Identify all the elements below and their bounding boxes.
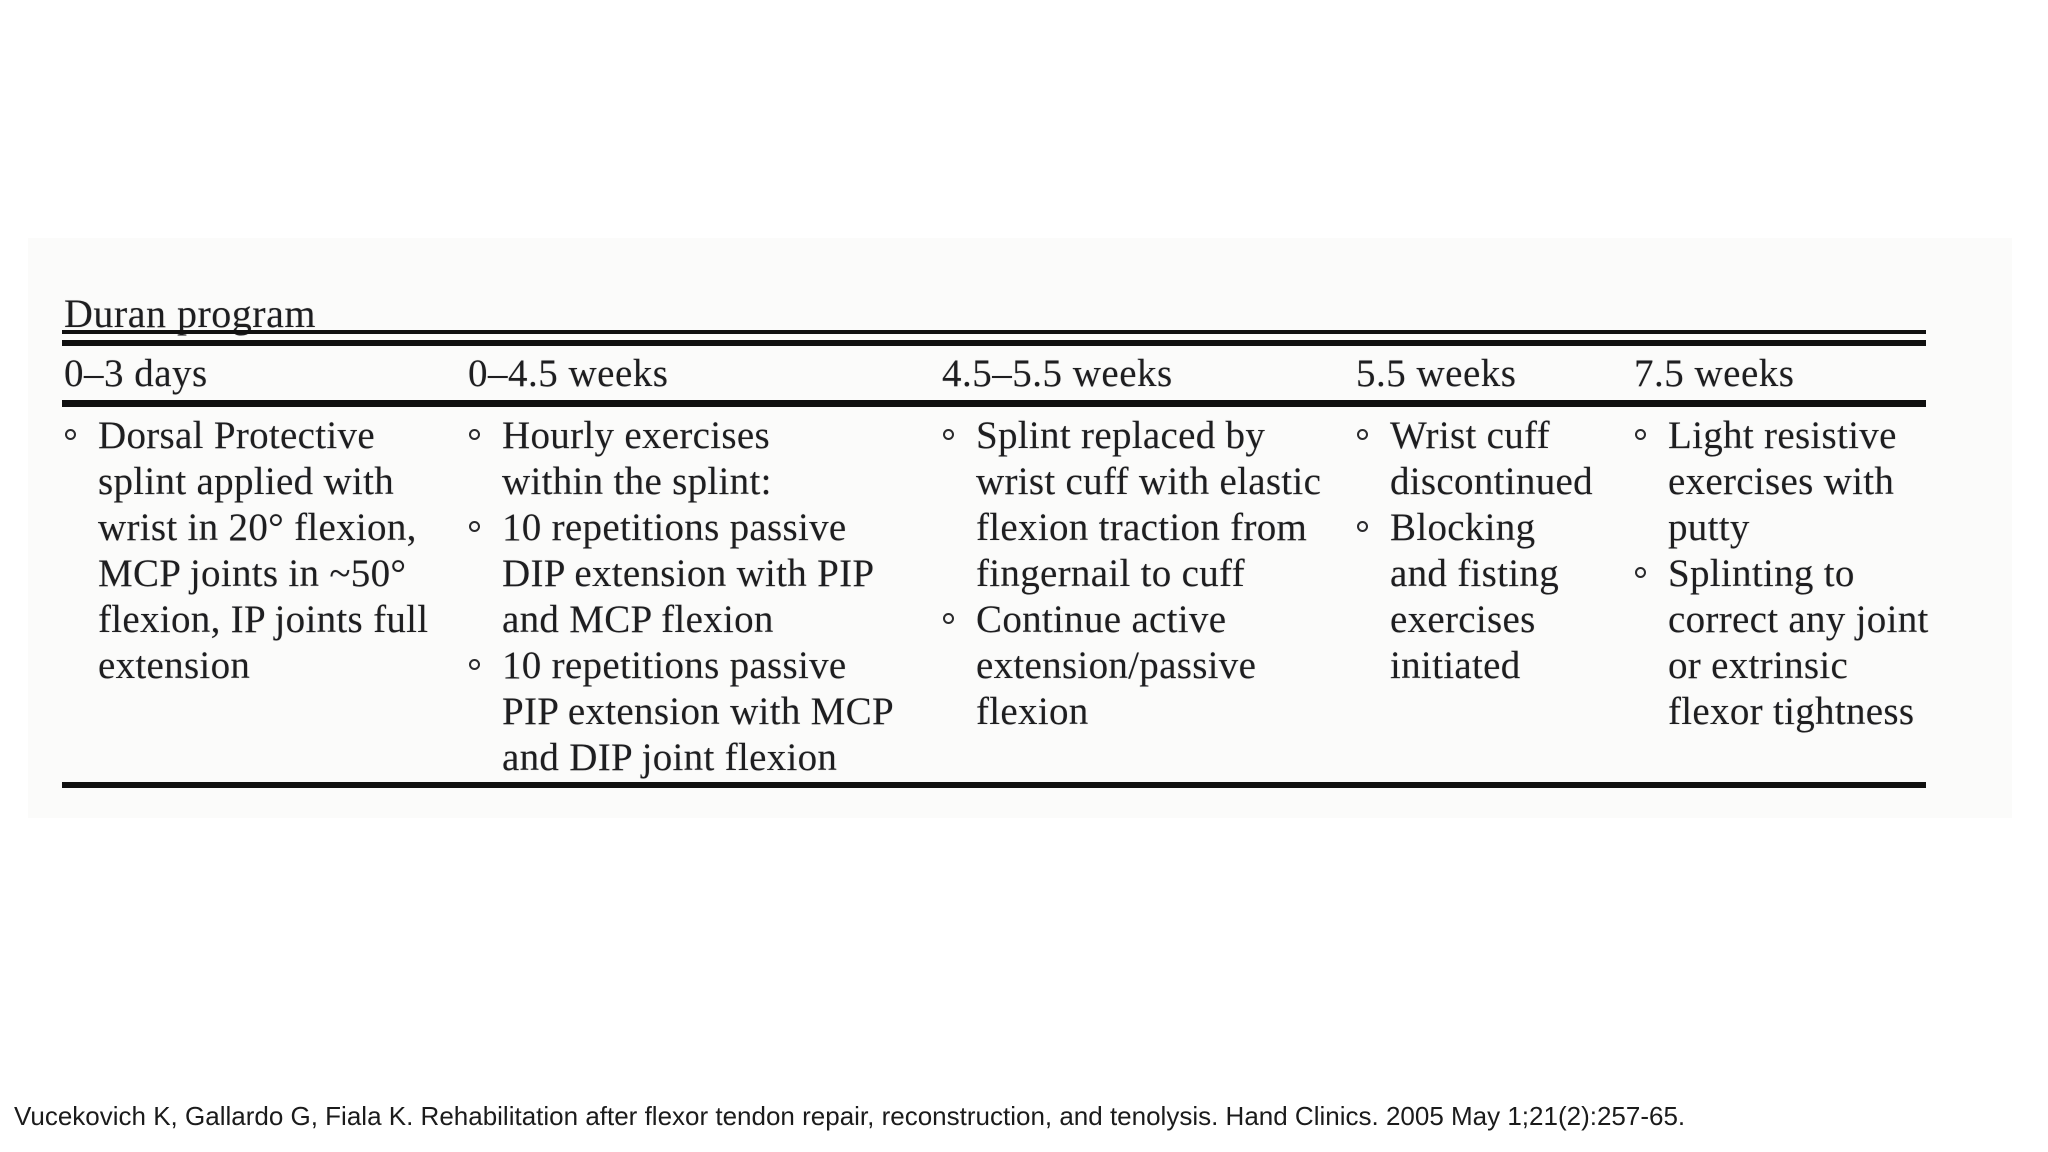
bullet-item-line: MCP joints in ~50° [98, 552, 407, 595]
open-circle-bullet-icon [1357, 521, 1368, 532]
bullet-item-line: exercises with [1668, 460, 1895, 503]
table-header-cell: 0–3 days [64, 352, 208, 395]
open-circle-bullet-icon [469, 521, 480, 532]
table-column: Dorsal Protective splint applied with wris… [64, 413, 466, 689]
bullet-item-line: 10 repetitions passive [502, 506, 847, 549]
table-title: Duran program [64, 291, 316, 336]
bullet-item-line: flexor tightness [1668, 690, 1915, 733]
bullet-item-line: putty [1668, 506, 1750, 549]
open-circle-bullet-icon [469, 429, 480, 440]
citation-text: Vucekovich K, Gallardo G, Fiala K. Rehab… [14, 1101, 1686, 1131]
bullet-item-line: flexion, IP joints full [98, 598, 429, 641]
bullet-item-line: Continue active [976, 598, 1227, 641]
bullet-item-line: extension [98, 644, 251, 687]
table-top-rule-upper [62, 330, 1926, 334]
bullet-item-line: Wrist cuff [1390, 414, 1550, 457]
bullet-item: Continue active extension/passive flexion [942, 597, 1354, 735]
bullet-item-line: initiated [1390, 644, 1521, 687]
bullet-item-line: wrist in 20° flexion, [98, 506, 417, 549]
bullet-item-line: fingernail to cuff [976, 552, 1245, 595]
bullet-item: 10 repetitions passive DIP extension with… [468, 505, 942, 643]
open-circle-bullet-icon [65, 429, 76, 440]
bullet-item-line: Splint replaced by [976, 414, 1266, 457]
open-circle-bullet-icon [469, 659, 480, 670]
bullet-item-line: Light resistive [1668, 414, 1897, 457]
scanned-table-background [28, 238, 2012, 818]
bullet-item-line: flexion traction from [976, 506, 1308, 549]
open-circle-bullet-icon [1635, 429, 1646, 440]
bullet-item-line: Splinting to [1668, 552, 1855, 595]
table-top-rule-lower [62, 340, 1926, 346]
bullet-item: Splinting to correct any joint or extrinsi… [1634, 551, 1936, 735]
bullet-item-line: within the splint: [502, 460, 772, 503]
open-circle-bullet-icon [943, 429, 954, 440]
bullet-item-line: flexion [976, 690, 1089, 733]
bullet-item-line: splint applied with [98, 460, 395, 503]
bullet-item-line: and DIP joint flexion [502, 736, 838, 779]
table-header-cell: 5.5 weeks [1356, 352, 1517, 395]
bullet-item: Hourly exercises within the splint: [468, 413, 942, 505]
bullet-item-line: Blocking [1390, 506, 1536, 549]
bullet-item-line: or extrinsic [1668, 644, 1849, 687]
bullet-item: 10 repetitions passive PIP extension with… [468, 643, 942, 781]
bullet-item-line: and MCP flexion [502, 598, 774, 641]
bullet-item-line: Dorsal Protective [98, 414, 375, 457]
table-column: Light resistive exercises with putty Splint… [1634, 413, 1936, 735]
bullet-item-line: 10 repetitions passive [502, 644, 847, 687]
bullet-item-line: extension/passive [976, 644, 1257, 687]
bullet-item: Dorsal Protective splint applied with wris… [64, 413, 466, 689]
bullet-item-line: PIP extension with MCP [502, 690, 894, 733]
bullet-item-line: DIP extension with PIP [502, 552, 875, 595]
table-header-cell: 0–4.5 weeks [468, 352, 669, 395]
bullet-item-line: and fisting [1390, 552, 1560, 595]
bullet-item: Blocking and fisting exercises initiated [1356, 505, 1632, 689]
bullet-item-line: correct any joint [1668, 598, 1929, 641]
table-column: Splint replaced by wrist cuff with elasti… [942, 413, 1354, 735]
table-column: Wrist cuff discontinued Blocking and fistin… [1356, 413, 1632, 689]
bullet-item-line: discontinued [1390, 460, 1593, 503]
open-circle-bullet-icon [943, 613, 954, 624]
bullet-item-line: Hourly exercises [502, 414, 770, 457]
bullet-item: Wrist cuff discontinued [1356, 413, 1632, 505]
bullet-item-line: wrist cuff with elastic [976, 460, 1322, 503]
open-circle-bullet-icon [1635, 567, 1646, 578]
bullet-item-line: exercises [1390, 598, 1536, 641]
table-header-cell: 4.5–5.5 weeks [942, 352, 1173, 395]
bullet-item: Light resistive exercises with putty [1634, 413, 1936, 551]
open-circle-bullet-icon [1357, 429, 1368, 440]
table-bottom-rule [62, 782, 1926, 788]
table-header-rule [62, 400, 1926, 407]
bullet-item: Splint replaced by wrist cuff with elasti… [942, 413, 1354, 597]
table-column: Hourly exercises within the splint: 10 rep… [468, 413, 942, 781]
table-header-cell: 7.5 weeks [1634, 352, 1795, 395]
